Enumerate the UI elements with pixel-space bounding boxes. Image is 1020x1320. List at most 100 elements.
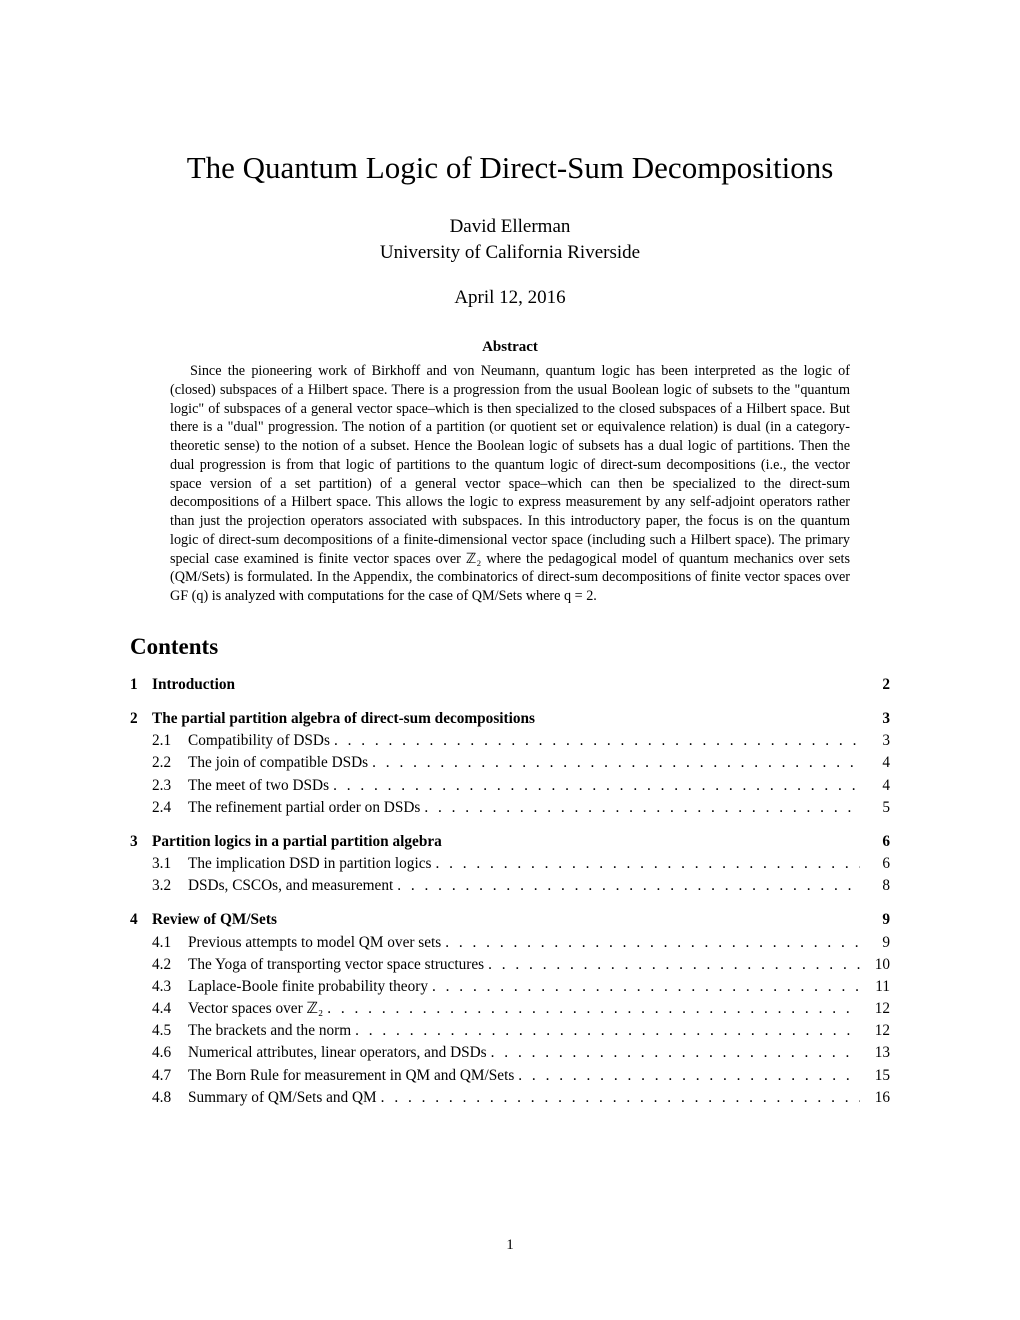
toc-subsection-row: 4.5The brackets and the norm 12 xyxy=(130,1020,890,1042)
toc-subsection-number: 3.1 xyxy=(152,853,188,875)
toc-leader-dots xyxy=(432,976,860,998)
toc-section-title: Partition logics in a partial partition … xyxy=(152,831,442,853)
toc-subsection-row: 4.3Laplace-Boole finite probability theo… xyxy=(130,976,890,998)
author-name: David Ellerman xyxy=(130,214,890,240)
toc-subsection-row: 2.3The meet of two DSDs 4 xyxy=(130,775,890,797)
toc-subsection-page: 12 xyxy=(864,1020,890,1042)
toc-subsection-title: Numerical attributes, linear operators, … xyxy=(188,1042,487,1064)
toc-leader-dots xyxy=(355,1020,860,1042)
toc-subsection-title: The join of compatible DSDs xyxy=(188,752,368,774)
toc-section-row: 3Partition logics in a partial partition… xyxy=(130,831,890,853)
toc-subsection-page: 11 xyxy=(864,976,890,998)
toc-subsection-page: 13 xyxy=(864,1042,890,1064)
affiliation: University of California Riverside xyxy=(130,240,890,266)
toc-subsection-row: 2.2The join of compatible DSDs 4 xyxy=(130,752,890,774)
toc-subsection-title: DSDs, CSCOs, and measurement xyxy=(188,875,393,897)
toc-subsection-page: 10 xyxy=(864,954,890,976)
toc-subsection-title: The meet of two DSDs xyxy=(188,775,329,797)
toc-section-title: The partial partition algebra of direct-… xyxy=(152,708,535,730)
toc-section: 4Review of QM/Sets94.1Previous attempts … xyxy=(130,909,890,1109)
toc-subsection-title: Vector spaces over ℤ₂ xyxy=(188,998,323,1020)
toc-subsection-page: 12 xyxy=(864,998,890,1020)
toc-subsection-page: 3 xyxy=(864,730,890,752)
toc-subsection-title: The implication DSD in partition logics xyxy=(188,853,431,875)
abstract-heading: Abstract xyxy=(130,339,890,356)
toc-subsection-row: 4.1Previous attempts to model QM over se… xyxy=(130,932,890,954)
toc-subsection-page: 4 xyxy=(864,775,890,797)
toc-subsection-page: 4 xyxy=(864,752,890,774)
toc-subsection-page: 6 xyxy=(864,853,890,875)
toc-subsection-number: 4.4 xyxy=(152,998,188,1020)
toc-subsection-title: The Yoga of transporting vector space st… xyxy=(188,954,484,976)
toc-section-number: 3 xyxy=(130,831,152,853)
toc-section-row: 4Review of QM/Sets 9 xyxy=(130,909,890,931)
paper-title: The Quantum Logic of Direct-Sum Decompos… xyxy=(130,150,890,186)
toc-section-row: 1Introduction 2 xyxy=(130,674,890,696)
toc-subsection-row: 3.2DSDs, CSCOs, and measurement 8 xyxy=(130,875,890,897)
toc-leader-dots xyxy=(381,1087,860,1109)
toc-section-number: 1 xyxy=(130,674,152,696)
toc-subsection-number: 2.4 xyxy=(152,797,188,819)
toc-subsection-number: 3.2 xyxy=(152,875,188,897)
toc-subsection-row: 2.1Compatibility of DSDs 3 xyxy=(130,730,890,752)
table-of-contents: 1Introduction22The partial partition alg… xyxy=(130,674,890,1109)
toc-subsection-number: 2.1 xyxy=(152,730,188,752)
toc-section-page: 9 xyxy=(864,909,890,931)
toc-section-page: 2 xyxy=(864,674,890,696)
toc-subsection-number: 4.1 xyxy=(152,932,188,954)
toc-subsection-title: Compatibility of DSDs xyxy=(188,730,330,752)
toc-section-title: Introduction xyxy=(152,674,235,696)
abstract-text: Since the pioneering work of Birkhoff an… xyxy=(170,363,850,604)
toc-section-page: 6 xyxy=(864,831,890,853)
toc-subsection-row: 4.2The Yoga of transporting vector space… xyxy=(130,954,890,976)
toc-subsection-number: 4.2 xyxy=(152,954,188,976)
contents-heading: Contents xyxy=(130,634,890,660)
toc-leader-dots xyxy=(327,998,860,1020)
toc-subsection-row: 4.4Vector spaces over ℤ₂ 12 xyxy=(130,998,890,1020)
toc-leader-dots xyxy=(518,1065,860,1087)
toc-leader-dots xyxy=(488,954,860,976)
toc-subsection-number: 4.8 xyxy=(152,1087,188,1109)
toc-section-page: 3 xyxy=(864,708,890,730)
date: April 12, 2016 xyxy=(130,287,890,309)
abstract-body: Since the pioneering work of Birkhoff an… xyxy=(130,362,890,606)
toc-subsection-title: Previous attempts to model QM over sets xyxy=(188,932,441,954)
toc-subsection-title: Laplace-Boole finite probability theory xyxy=(188,976,428,998)
toc-subsection-page: 8 xyxy=(864,875,890,897)
page: The Quantum Logic of Direct-Sum Decompos… xyxy=(0,0,1020,1320)
toc-subsection-page: 16 xyxy=(864,1087,890,1109)
toc-subsection-row: 3.1The implication DSD in partition logi… xyxy=(130,853,890,875)
toc-leader-dots xyxy=(435,853,860,875)
toc-leader-dots xyxy=(445,932,860,954)
toc-subsection-row: 2.4The refinement partial order on DSDs5 xyxy=(130,797,890,819)
toc-section-row: 2The partial partition algebra of direct… xyxy=(130,708,890,730)
toc-subsection-title: Summary of QM/Sets and QM xyxy=(188,1087,377,1109)
toc-subsection-page: 15 xyxy=(864,1065,890,1087)
toc-section-number: 4 xyxy=(130,909,152,931)
toc-leader-dots xyxy=(372,752,860,774)
toc-subsection-page: 5 xyxy=(864,797,890,819)
toc-subsection-number: 2.2 xyxy=(152,752,188,774)
toc-section: 3Partition logics in a partial partition… xyxy=(130,831,890,898)
toc-subsection-number: 4.5 xyxy=(152,1020,188,1042)
toc-leader-dots xyxy=(333,775,860,797)
toc-subsection-row: 4.7The Born Rule for measurement in QM a… xyxy=(130,1065,890,1087)
toc-subsection-number: 4.3 xyxy=(152,976,188,998)
toc-subsection-row: 4.6Numerical attributes, linear operator… xyxy=(130,1042,890,1064)
toc-leader-dots xyxy=(491,1042,860,1064)
author-block: David Ellerman University of California … xyxy=(130,214,890,265)
toc-subsection-page: 9 xyxy=(864,932,890,954)
toc-section: 1Introduction 2 xyxy=(130,674,890,696)
toc-leader-dots xyxy=(334,730,860,752)
toc-subsection-title: The Born Rule for measurement in QM and … xyxy=(188,1065,514,1087)
toc-section-title: Review of QM/Sets xyxy=(152,909,277,931)
toc-leader-dots xyxy=(424,797,860,819)
toc-subsection-row: 4.8Summary of QM/Sets and QM 16 xyxy=(130,1087,890,1109)
toc-subsection-number: 2.3 xyxy=(152,775,188,797)
toc-subsection-number: 4.6 xyxy=(152,1042,188,1064)
page-number: 1 xyxy=(130,1237,890,1254)
toc-leader-dots xyxy=(397,875,860,897)
toc-subsection-number: 4.7 xyxy=(152,1065,188,1087)
toc-subsection-title: The brackets and the norm xyxy=(188,1020,351,1042)
toc-section-number: 2 xyxy=(130,708,152,730)
